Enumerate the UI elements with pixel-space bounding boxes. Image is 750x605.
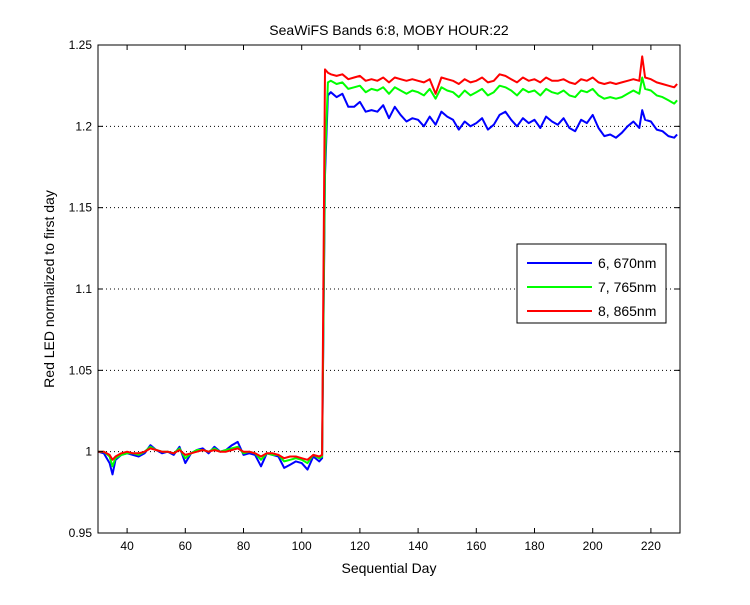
x-axis-label: Sequential Day: [342, 560, 437, 576]
x-tick-label: 180: [524, 539, 544, 553]
series-line-3: [98, 55, 678, 461]
x-tick-label: 200: [583, 539, 603, 553]
y-tick-label: 1.2: [75, 119, 92, 133]
y-tick-label: 1.25: [69, 38, 93, 52]
legend-label-3: 8, 865nm: [598, 303, 656, 319]
legend-label-1: 6, 670nm: [598, 255, 656, 271]
tick-layer: 0.95 1 1.05 1.1 1.15 1.2 1.25 40 60 80 100 120 140 16…: [69, 38, 680, 553]
y-axis-label: Red LED normalized to first day: [41, 190, 57, 388]
y-tick-label: 1.15: [69, 201, 93, 215]
x-tick-label: 160: [466, 539, 486, 553]
series-layer: [97, 55, 678, 476]
y-tick-label: 1.1: [75, 282, 92, 296]
y-tick-label: 0.95: [69, 526, 93, 540]
x-tick-label: 220: [641, 539, 661, 553]
x-tick-label: 40: [120, 539, 134, 553]
legend: 6, 670nm 7, 765nm 8, 865nm: [516, 243, 667, 324]
x-tick-label: 60: [179, 539, 193, 553]
legend-label-2: 7, 765nm: [598, 279, 656, 295]
x-tick-label: 140: [408, 539, 428, 553]
x-tick-label: 100: [292, 539, 312, 553]
chart-title: SeaWiFS Bands 6:8, MOBY HOUR:22: [269, 22, 509, 38]
legend-box: [516, 243, 667, 324]
x-tick-label: 80: [237, 539, 251, 553]
legend-items: 6, 670nm 7, 765nm 8, 865nm: [527, 255, 656, 319]
y-tick-label: 1: [85, 445, 92, 459]
x-tick-label: 120: [350, 539, 370, 553]
y-tick-label: 1.05: [69, 363, 93, 377]
